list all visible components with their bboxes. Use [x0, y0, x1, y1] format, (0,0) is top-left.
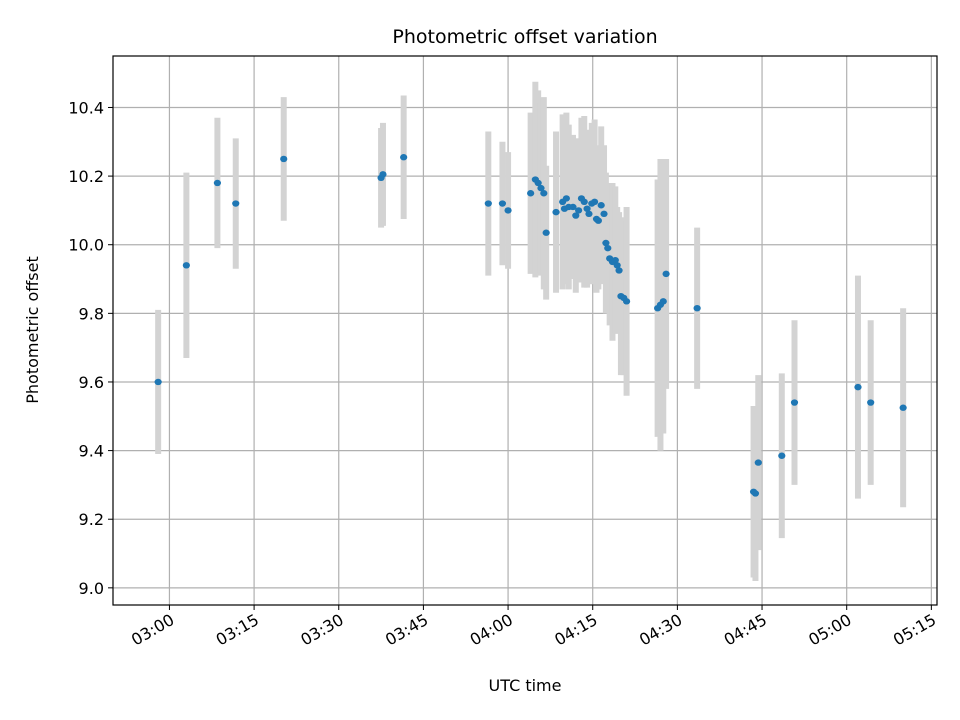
- data-point: [585, 210, 593, 218]
- data-point: [854, 383, 862, 391]
- data-point: [232, 200, 240, 207]
- data-point: [604, 244, 612, 252]
- data-point: [280, 155, 288, 163]
- data-point: [615, 267, 623, 274]
- data-point: [534, 179, 542, 187]
- y-axis-label: Photometric offset: [23, 256, 42, 404]
- y-tick-label: 9.2: [79, 510, 104, 529]
- data-point: [693, 304, 701, 312]
- y-tick-label: 9.0: [79, 579, 104, 598]
- data-point: [867, 399, 875, 406]
- data-point: [611, 256, 619, 264]
- data-point: [591, 198, 599, 206]
- data-point: [213, 179, 222, 187]
- data-point: [622, 298, 631, 305]
- data-point: [659, 298, 667, 305]
- data-point: [662, 270, 670, 278]
- data-point: [182, 262, 190, 269]
- data-point: [594, 217, 602, 224]
- y-axis-ticks: 9.0 9.2 9.4 9.6 9.8 10.0 10.2 10.4: [68, 98, 113, 598]
- data-point: [379, 171, 387, 178]
- data-point: [562, 195, 570, 202]
- data-point: [754, 459, 762, 466]
- y-tick-label: 10.4: [68, 98, 104, 117]
- y-tick-label: 10.0: [68, 236, 104, 255]
- grid: [113, 56, 937, 605]
- data-point: [540, 190, 548, 197]
- data-point: [400, 154, 408, 161]
- data-point: [572, 212, 580, 219]
- data-point: [790, 399, 799, 406]
- data-point: [597, 202, 605, 209]
- data-point: [504, 207, 512, 214]
- y-tick-label: 9.8: [79, 304, 104, 323]
- data-point: [484, 200, 492, 207]
- data-point: [527, 190, 535, 197]
- data-point: [154, 378, 162, 386]
- data-points: [154, 154, 907, 497]
- y-tick-label: 10.2: [68, 167, 104, 186]
- data-point: [613, 262, 621, 269]
- data-point: [542, 229, 550, 236]
- data-point: [569, 203, 577, 211]
- data-point: [583, 205, 591, 212]
- data-point: [575, 207, 583, 214]
- data-point: [600, 210, 608, 218]
- data-point: [537, 184, 545, 192]
- chart-title: Photometric offset variation: [392, 26, 657, 48]
- data-point: [778, 452, 786, 459]
- y-tick-label: 9.6: [79, 373, 104, 392]
- data-point: [552, 208, 560, 216]
- data-point: [899, 404, 907, 411]
- x-axis-label: UTC time: [489, 676, 562, 695]
- data-point: [751, 490, 760, 497]
- y-tick-label: 9.4: [79, 442, 104, 461]
- data-point: [580, 198, 588, 206]
- plot-frame: [112, 55, 938, 606]
- data-point: [602, 239, 610, 247]
- data-point: [498, 200, 507, 207]
